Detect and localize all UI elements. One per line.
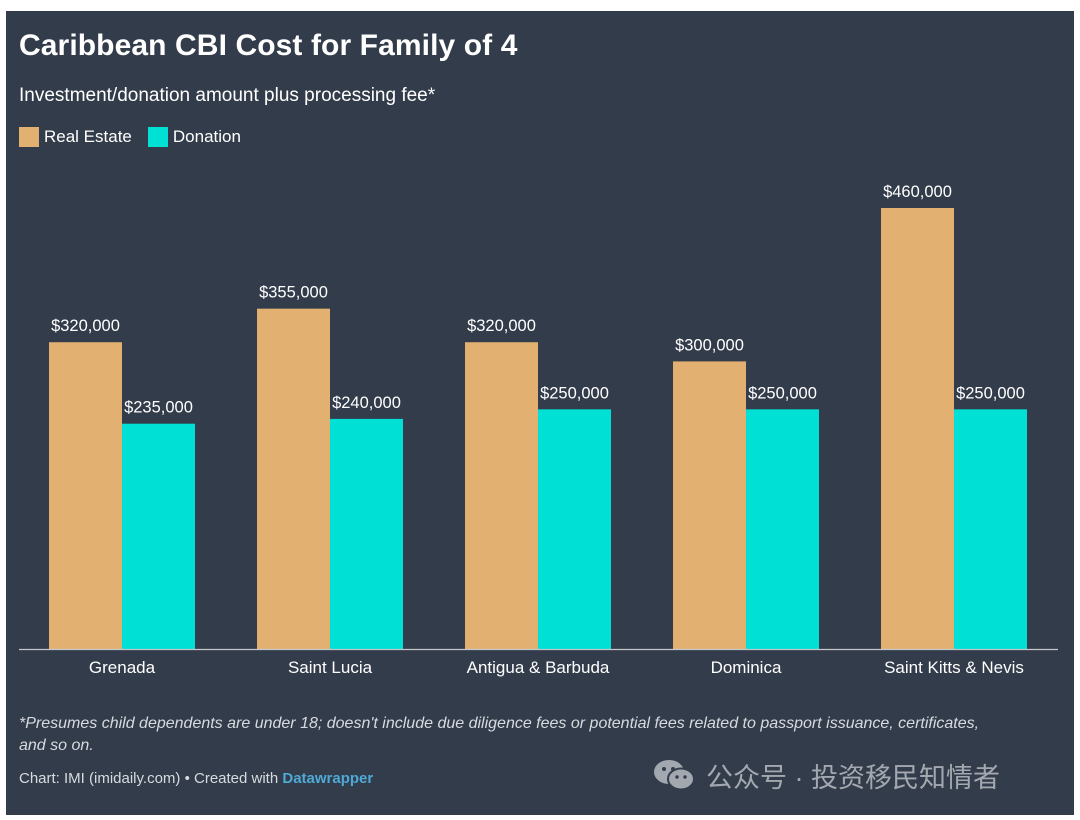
chart-title: Caribbean CBI Cost for Family of 4 xyxy=(19,29,518,62)
data-label: $320,000 xyxy=(51,317,120,335)
bar-donation xyxy=(538,409,611,649)
category-label: Antigua & Barbuda xyxy=(467,658,610,677)
legend-label-donation: Donation xyxy=(172,127,241,146)
category-label: Grenada xyxy=(89,658,156,677)
category-label: Saint Lucia xyxy=(288,658,373,677)
category-label: Saint Kitts & Nevis xyxy=(884,658,1024,677)
footnote: *Presumes child dependents are under 18;… xyxy=(19,715,980,754)
bar-real-estate xyxy=(881,208,954,649)
data-label: $250,000 xyxy=(540,384,609,402)
legend-label-real-estate: Real Estate xyxy=(44,127,132,146)
data-label: $460,000 xyxy=(883,183,952,201)
data-label: $235,000 xyxy=(124,399,193,417)
bar-donation xyxy=(122,423,195,649)
bar-real-estate xyxy=(49,342,122,649)
bar-donation xyxy=(330,418,403,649)
wechat-icon xyxy=(654,760,695,791)
legend-item-real-estate: Real Estate xyxy=(19,127,132,147)
legend-swatch-donation xyxy=(147,127,168,147)
bar-chart: $320,000 $235,000 Grenada $355,000 $240,000 S… xyxy=(19,183,1058,677)
bar-donation xyxy=(746,409,819,649)
credit-line: Chart: IMI (imidaily.com) • Created with… xyxy=(19,770,373,787)
bar-real-estate xyxy=(673,361,746,649)
data-label: $240,000 xyxy=(332,394,401,412)
datawrapper-link[interactable]: Datawrapper xyxy=(282,770,374,787)
credit-text: Chart: IMI (imidaily.com) • Created with xyxy=(19,770,283,787)
watermark-text: 公众号 · 投资移民知情者 xyxy=(706,762,1000,793)
data-label: $355,000 xyxy=(259,284,328,302)
chart-subtitle: Investment/donation amount plus processi… xyxy=(19,85,436,106)
bar-real-estate xyxy=(465,342,538,649)
bar-donation xyxy=(954,409,1027,649)
data-label: $250,000 xyxy=(956,384,1025,402)
chart-panel: Caribbean CBI Cost for Family of 4 Inves… xyxy=(6,11,1074,815)
data-label: $250,000 xyxy=(748,384,817,402)
legend-item-donation: Donation xyxy=(147,127,241,147)
data-label: $300,000 xyxy=(675,336,744,354)
legend-swatch-real-estate xyxy=(19,127,39,147)
category-label: Dominica xyxy=(711,658,782,677)
data-label: $320,000 xyxy=(467,317,536,335)
legend: Real Estate Donation xyxy=(19,126,257,148)
bar-real-estate xyxy=(257,308,330,649)
watermark: 公众号 · 投资移民知情者 xyxy=(652,757,1000,793)
